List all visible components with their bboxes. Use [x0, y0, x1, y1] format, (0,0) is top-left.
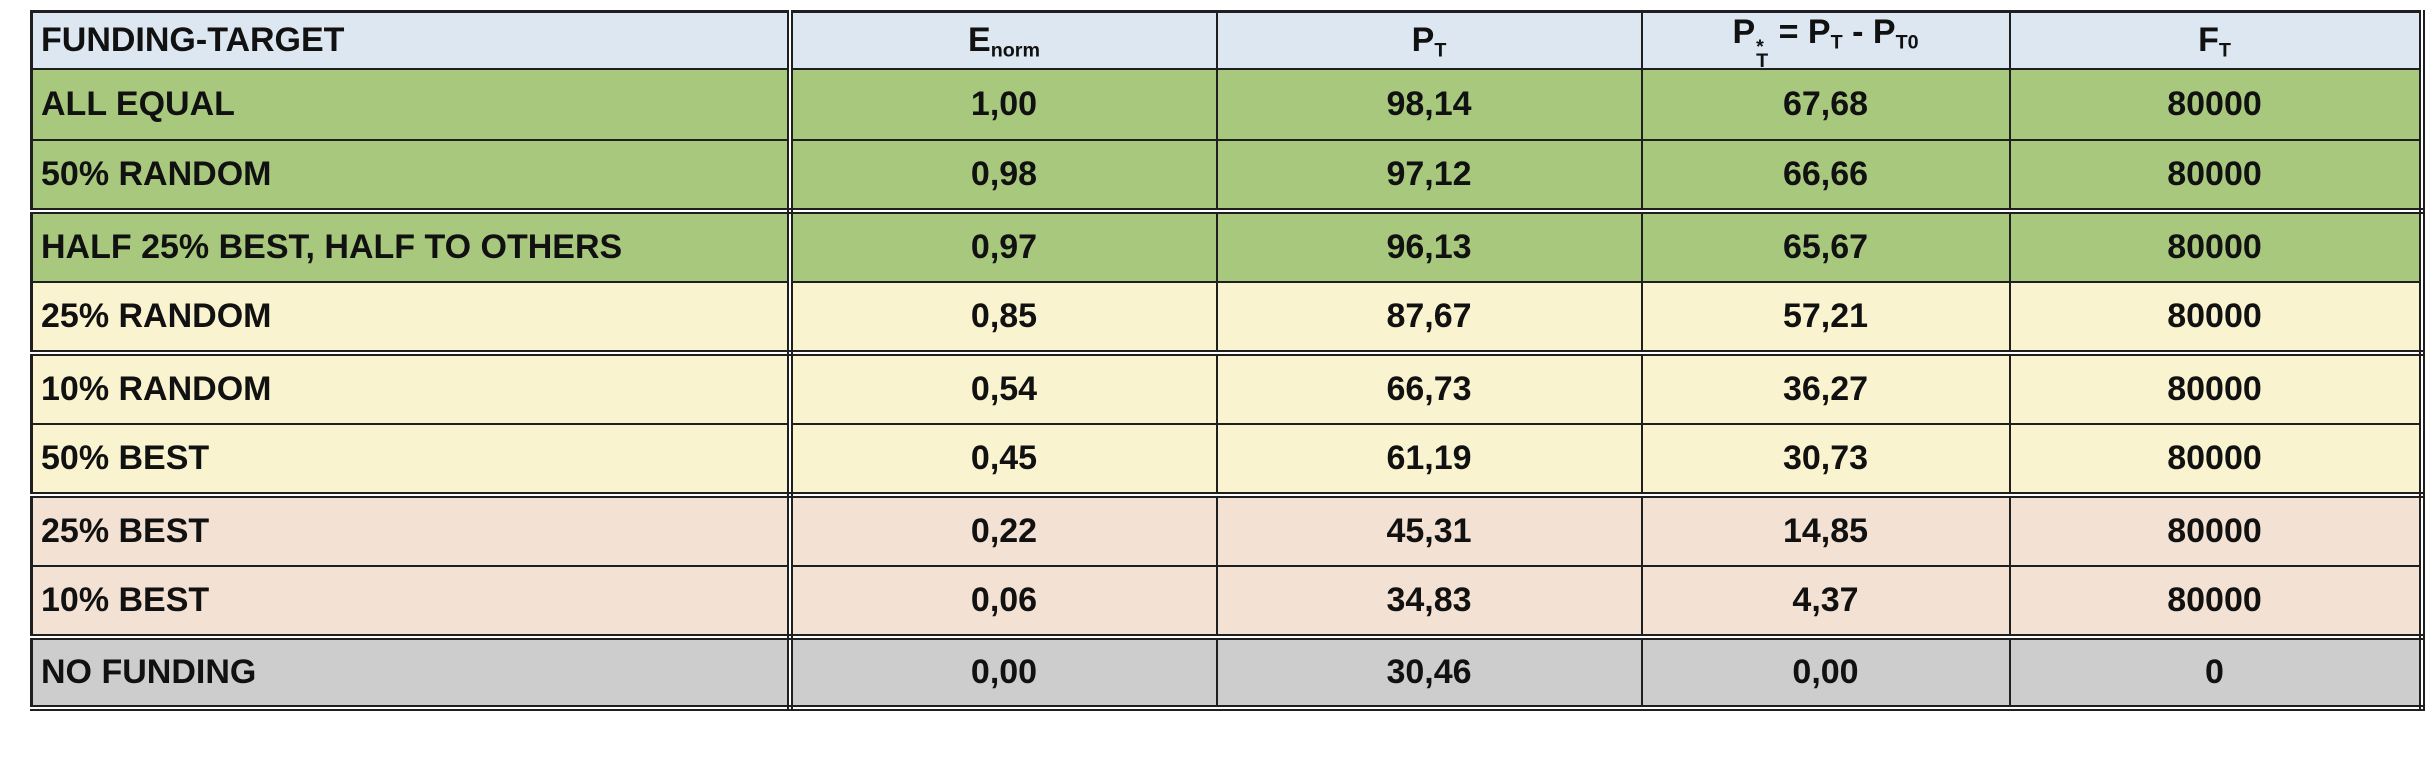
value-cell-p_star_t: 30,73	[1640, 423, 2011, 499]
value-cell-e_norm: 0,45	[788, 423, 1218, 499]
funding-results-table: FUNDING-TARGET Enorm PT P * T = PT - PT0 FT AL…	[30, 10, 2425, 712]
value-cell-p_t: 87,67	[1215, 281, 1643, 357]
row-label-cell: NO FUNDING	[30, 636, 793, 712]
table-row: 50% BEST 0,45 61,19 30,73 80000	[30, 423, 2425, 499]
value-cell-e_norm: 0,97	[788, 210, 1218, 284]
row-label-cell: 50% RANDOM	[30, 139, 793, 215]
value-cell-p_t: 45,31	[1215, 494, 1643, 568]
column-header-p_t: PT	[1215, 10, 1643, 71]
table-row: HALF 25% BEST, HALF TO OTHERS 0,97 96,13 65…	[30, 210, 2425, 284]
table-row: 25% RANDOM 0,85 87,67 57,21 80000	[30, 281, 2425, 357]
row-label-cell: 10% RANDOM	[30, 352, 793, 426]
value-cell-e_norm: 0,98	[788, 139, 1218, 215]
table-row: 10% RANDOM 0,54 66,73 36,27 80000	[30, 352, 2425, 426]
value-cell-e_norm: 1,00	[788, 68, 1218, 142]
value-cell-p_star_t: 4,37	[1640, 565, 2011, 641]
value-cell-e_norm: 0,54	[788, 352, 1218, 426]
row-label-cell: ALL EQUAL	[30, 68, 793, 142]
column-header-p_star_t: P * T = PT - PT0	[1640, 10, 2011, 71]
table-row: NO FUNDING 0,00 30,46 0,00 0	[30, 636, 2425, 712]
row-label-cell: 50% BEST	[30, 423, 793, 499]
column-header-e_norm: Enorm	[788, 10, 1218, 71]
value-cell-p_star_t: 14,85	[1640, 494, 2011, 568]
table-header: FUNDING-TARGET Enorm PT P * T = PT - PT0 FT	[30, 10, 2425, 71]
value-cell-p_star_t: 36,27	[1640, 352, 2011, 426]
value-cell-p_star_t: 0,00	[1640, 636, 2011, 712]
stacked-sup-sub: * T	[1756, 35, 1769, 70]
value-cell-e_norm: 0,85	[788, 281, 1218, 357]
value-cell-p_star_t: 66,66	[1640, 139, 2011, 215]
value-cell-f_t: 80000	[2008, 139, 2425, 215]
value-cell-p_t: 34,83	[1215, 565, 1643, 641]
value-cell-f_t: 80000	[2008, 352, 2425, 426]
value-cell-f_t: 80000	[2008, 565, 2425, 641]
value-cell-f_t: 80000	[2008, 210, 2425, 284]
value-cell-p_star_t: 57,21	[1640, 281, 2011, 357]
value-cell-e_norm: 0,22	[788, 494, 1218, 568]
row-label-cell: 25% RANDOM	[30, 281, 793, 357]
value-cell-f_t: 0	[2008, 636, 2425, 712]
table-body: ALL EQUAL 1,00 98,14 67,68 80000 50% RANDOM 0,…	[30, 68, 2425, 712]
header-row: FUNDING-TARGET Enorm PT P * T = PT - PT0 FT	[30, 10, 2425, 71]
table-row: 10% BEST 0,06 34,83 4,37 80000	[30, 565, 2425, 641]
table-row: 25% BEST 0,22 45,31 14,85 80000	[30, 494, 2425, 568]
value-cell-f_t: 80000	[2008, 494, 2425, 568]
value-cell-p_t: 97,12	[1215, 139, 1643, 215]
value-cell-p_star_t: 67,68	[1640, 68, 2011, 142]
table-row: 50% RANDOM 0,98 97,12 66,66 80000	[30, 139, 2425, 215]
value-cell-p_t: 61,19	[1215, 423, 1643, 499]
value-cell-f_t: 80000	[2008, 281, 2425, 357]
value-cell-f_t: 80000	[2008, 423, 2425, 499]
value-cell-p_t: 30,46	[1215, 636, 1643, 712]
row-label-cell: 25% BEST	[30, 494, 793, 568]
value-cell-p_t: 66,73	[1215, 352, 1643, 426]
table-row: ALL EQUAL 1,00 98,14 67,68 80000	[30, 68, 2425, 142]
value-cell-p_t: 96,13	[1215, 210, 1643, 284]
value-cell-p_t: 98,14	[1215, 68, 1643, 142]
value-cell-p_star_t: 65,67	[1640, 210, 2011, 284]
row-label-cell: 10% BEST	[30, 565, 793, 641]
value-cell-e_norm: 0,00	[788, 636, 1218, 712]
column-header-f_t: FT	[2008, 10, 2425, 71]
row-label-cell: HALF 25% BEST, HALF TO OTHERS	[30, 210, 793, 284]
column-header-funding_target: FUNDING-TARGET	[30, 10, 793, 71]
value-cell-f_t: 80000	[2008, 68, 2425, 142]
value-cell-e_norm: 0,06	[788, 565, 1218, 641]
